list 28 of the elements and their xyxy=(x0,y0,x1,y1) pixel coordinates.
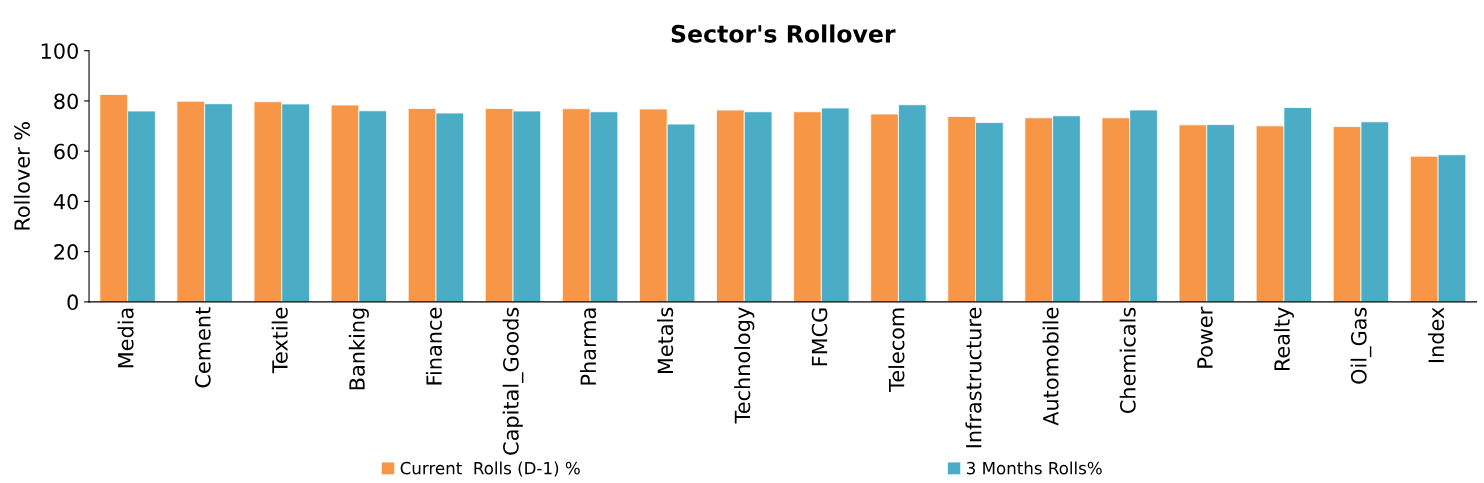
y-tick-label: 0 xyxy=(67,294,78,311)
x-tick-label: Finance xyxy=(425,307,442,385)
x-tick-label: Telecom xyxy=(888,308,905,392)
y-tick-label: 80 xyxy=(54,93,78,110)
x-tick-label: Pharma xyxy=(580,308,597,385)
x-tick-label: Capital_Goods xyxy=(502,307,524,455)
x-tick-label: Power xyxy=(1197,306,1213,368)
legend-label: Current Rolls (D-1) % xyxy=(400,461,580,477)
y-tick-label: 40 xyxy=(53,193,78,210)
x-tick-label: Cement xyxy=(194,307,211,388)
x-tick-label: Media xyxy=(117,308,134,368)
x-tick-label: Chemicals xyxy=(1119,307,1136,414)
x-tick-label: Automobile xyxy=(1042,307,1059,426)
x-tick-label: Oil_Gas xyxy=(1350,307,1372,384)
x-tick-label: Realty xyxy=(1273,307,1294,371)
y-tick-label: 100 xyxy=(41,43,78,59)
x-tick-label: Metals xyxy=(657,307,674,374)
x-tick-label: Technology xyxy=(734,307,755,424)
x-tick-label: Textile xyxy=(271,307,288,374)
chart-title: Sector's Rollover xyxy=(671,24,896,43)
legend-label: 3 Months Rolls% xyxy=(966,461,1102,475)
x-tick-label: Index xyxy=(1427,307,1445,363)
x-tick-label: Banking xyxy=(348,308,369,390)
y-tick-label: 60 xyxy=(54,143,78,160)
x-tick-label: Infrastructure xyxy=(965,307,982,448)
x-tick-label: FMCG xyxy=(811,308,828,366)
y-tick-label: 20 xyxy=(54,244,78,260)
y-axis-title: Rollover % xyxy=(13,122,30,230)
